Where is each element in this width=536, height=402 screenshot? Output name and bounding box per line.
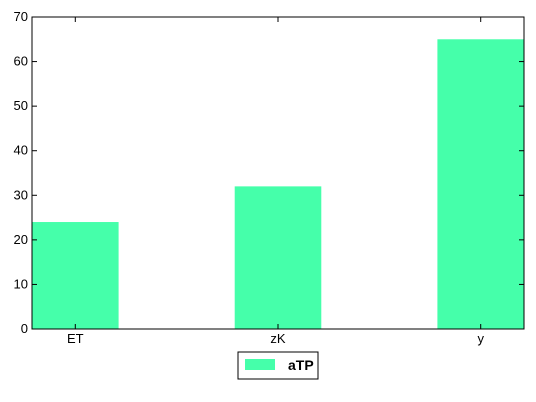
bar-ET — [32, 222, 119, 329]
y-tick-label: 20 — [14, 232, 28, 247]
y-tick-label: 30 — [14, 187, 28, 202]
bar-y — [437, 39, 524, 330]
legend: aTP — [237, 351, 319, 380]
legend-label: aTP — [288, 357, 314, 373]
bars-group — [32, 39, 524, 330]
y-tick-label: 60 — [14, 54, 28, 69]
y-tick-label: 10 — [14, 276, 28, 291]
x-tick-label: y — [477, 331, 484, 346]
y-tick-label: 0 — [21, 321, 28, 336]
legend-swatch — [245, 359, 275, 370]
y-axis-ticks: 0 10 20 30 40 50 60 70 — [14, 9, 524, 336]
x-tick-label: ET — [67, 331, 84, 346]
bar-zK — [234, 186, 322, 329]
y-tick-label: 70 — [14, 9, 28, 24]
x-tick-label: zK — [270, 331, 286, 346]
x-axis-ticks: ET zK y — [67, 17, 484, 346]
y-tick-label: 40 — [14, 143, 28, 158]
y-tick-label: 50 — [14, 98, 28, 113]
